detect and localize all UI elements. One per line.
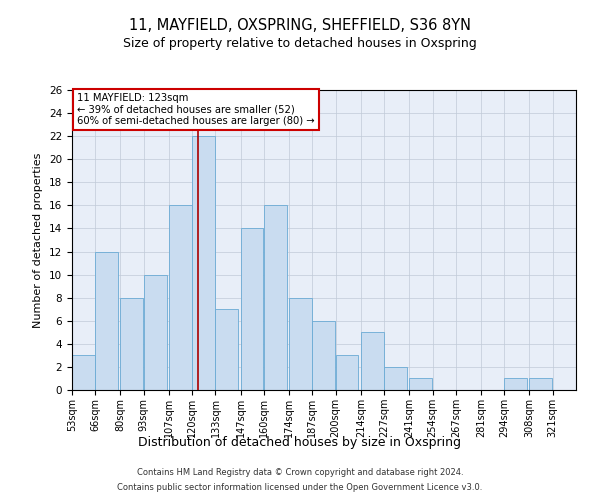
Bar	[289, 298, 312, 390]
Bar	[361, 332, 383, 390]
Text: 11 MAYFIELD: 123sqm
← 39% of detached houses are smaller (52)
60% of semi-detach: 11 MAYFIELD: 123sqm ← 39% of detached ho…	[77, 93, 314, 126]
Bar	[215, 309, 238, 390]
Bar	[409, 378, 432, 390]
Text: 11, MAYFIELD, OXSPRING, SHEFFIELD, S36 8YN: 11, MAYFIELD, OXSPRING, SHEFFIELD, S36 8…	[129, 18, 471, 32]
Bar	[144, 274, 167, 390]
Bar	[313, 321, 335, 390]
Bar	[121, 298, 143, 390]
Text: Contains HM Land Registry data © Crown copyright and database right 2024.: Contains HM Land Registry data © Crown c…	[137, 468, 463, 477]
Y-axis label: Number of detached properties: Number of detached properties	[34, 152, 43, 328]
Bar	[241, 228, 263, 390]
Text: Size of property relative to detached houses in Oxspring: Size of property relative to detached ho…	[123, 38, 477, 51]
Text: Contains public sector information licensed under the Open Government Licence v3: Contains public sector information licen…	[118, 483, 482, 492]
Bar	[264, 206, 287, 390]
Bar	[529, 378, 552, 390]
Bar	[169, 206, 191, 390]
Bar	[72, 356, 95, 390]
Bar	[335, 356, 358, 390]
Bar	[192, 136, 215, 390]
Bar	[95, 252, 118, 390]
Text: Distribution of detached houses by size in Oxspring: Distribution of detached houses by size …	[139, 436, 461, 449]
Bar	[384, 367, 407, 390]
Bar	[504, 378, 527, 390]
